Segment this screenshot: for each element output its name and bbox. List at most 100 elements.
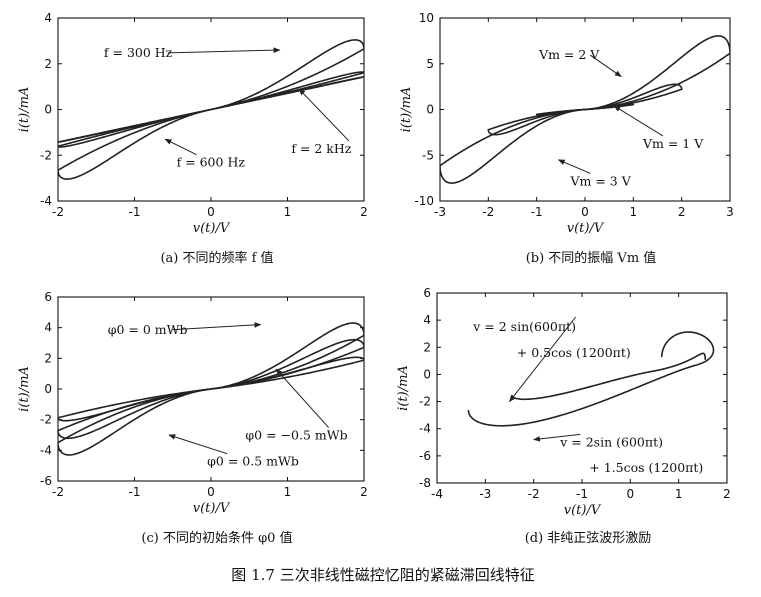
x-tick-label: -2: [52, 205, 64, 219]
annotation-label: v = 2 sin(600πt): [472, 319, 576, 334]
annotation-arrow: [167, 47, 281, 54]
y-tick-label: -10: [414, 194, 434, 208]
y-tick-label: -2: [419, 395, 431, 409]
annotation-label: + 1.5cos (1200πt): [589, 460, 703, 475]
x-axis-label: v(t)/V: [193, 221, 231, 236]
annotation-arrow: [275, 368, 329, 428]
annotation-label: f = 2 kHz: [291, 141, 351, 156]
x-tick-label: 3: [726, 205, 734, 219]
annotation-arrow: [557, 159, 591, 174]
y-tick-label: 0: [426, 103, 434, 117]
x-tick-label: -3: [434, 205, 446, 219]
y-tick-label: 2: [44, 57, 52, 71]
x-tick-label: 0: [207, 205, 215, 219]
x-tick-label: -1: [129, 205, 141, 219]
series-line-2: [58, 356, 364, 422]
annotation-label: + 0.5cos (1200πt): [517, 345, 631, 360]
panel-caption: (c) 不同的初始条件 φ0 值: [141, 530, 292, 546]
series-group: [440, 35, 730, 184]
x-tick-label: 0: [627, 487, 635, 501]
x-tick-label: 2: [360, 485, 368, 499]
y-axis-label: i(t)/mA: [396, 365, 411, 411]
y-tick-label: -6: [40, 474, 52, 488]
x-axis-label: v(t)/V: [193, 501, 231, 516]
y-tick-label: 2: [423, 340, 431, 354]
annotation-label: Vm = 3 V: [570, 173, 632, 188]
annotation-label: φ0 = 0.5 mWb: [207, 454, 299, 469]
x-tick-label: -1: [129, 485, 141, 499]
y-axis-label: i(t)/mA: [17, 366, 32, 412]
annotation-label: Vm = 2 V: [538, 47, 600, 62]
annotation-label: Vm = 1 V: [642, 136, 704, 151]
y-tick-label: 2: [44, 351, 52, 365]
annotation-arrow: [532, 433, 581, 442]
y-tick-label: -6: [419, 449, 431, 463]
x-tick-label: -4: [431, 487, 443, 501]
series-group: [467, 331, 715, 427]
y-tick-label: -8: [419, 476, 431, 490]
annotation-arrow: [171, 322, 262, 331]
annotation-arrow: [589, 54, 622, 77]
chart-panel-c: -2 -1 0 1 2 -6 -4 -2 0 2 4 6 v(t)/V i(t)/mA φ0 = 0 mWb…: [17, 290, 368, 546]
y-tick-label: 4: [423, 313, 431, 327]
x-tick-label: 0: [207, 485, 215, 499]
x-tick-label: -2: [482, 205, 494, 219]
y-tick-label: 0: [44, 382, 52, 396]
y-tick-label: 5: [426, 57, 434, 71]
annotation-arrow: [613, 105, 664, 137]
annotation-label: f = 600 Hz: [177, 155, 246, 170]
series-group: [58, 322, 364, 456]
y-tick-label: -4: [419, 422, 431, 436]
y-tick-label: -4: [40, 443, 52, 457]
series-line-1: [511, 352, 707, 401]
figure-title: 图 1.7 三次非线性磁控忆阻的紧磁滞回线特征: [231, 566, 534, 584]
chart-panel-d: -4 -3 -2 -1 0 1 2 -8 -6 -4 -2 0 2 4 6 v(t)/V i(t)/mA v = …: [396, 286, 731, 546]
annotation-arrow: [168, 434, 228, 455]
annotation-label: φ0 = −0.5 mWb: [245, 428, 347, 443]
panel-caption: (d) 非纯正弦波形激励: [525, 530, 652, 546]
annotation-arrow: [509, 316, 577, 403]
annotation-arrow: [298, 88, 350, 142]
y-axis-label: i(t)/mA: [399, 87, 414, 133]
y-tick-label: 0: [44, 103, 52, 117]
x-tick-label: -3: [479, 487, 491, 501]
y-tick-label: -5: [422, 148, 434, 162]
y-tick-label: 6: [423, 286, 431, 300]
x-tick-label: -2: [528, 487, 540, 501]
x-tick-label: 2: [360, 205, 368, 219]
panel-caption: (a) 不同的频率 f 值: [160, 250, 273, 266]
y-tick-label: 4: [44, 11, 52, 25]
x-tick-label: 1: [284, 485, 292, 499]
y-tick-label: -4: [40, 194, 52, 208]
x-axis-label: v(t)/V: [567, 221, 605, 236]
annotation-label: f = 300 Hz: [104, 45, 173, 60]
y-axis-label: i(t)/mA: [17, 87, 32, 133]
x-tick-label: 1: [630, 205, 638, 219]
annotation-label: v = 2sin (600πt): [559, 434, 663, 449]
y-tick-label: -2: [40, 148, 52, 162]
x-tick-label: -2: [52, 485, 64, 499]
y-tick-label: 0: [423, 367, 431, 381]
x-tick-label: -1: [531, 205, 543, 219]
annotation-arrow: [164, 138, 197, 156]
y-tick-label: 6: [44, 290, 52, 304]
y-tick-label: 10: [419, 11, 434, 25]
y-tick-label: -2: [40, 413, 52, 427]
series-group: [58, 39, 364, 180]
series-line-2: [58, 76, 364, 143]
panel-caption: (b) 不同的振幅 Vm 值: [526, 250, 657, 266]
y-tick-label: 4: [44, 321, 52, 335]
series-line-0: [467, 331, 715, 427]
x-tick-label: 2: [723, 487, 731, 501]
annotation-label: φ0 = 0 mWb: [108, 322, 188, 337]
series-line-2: [535, 103, 635, 116]
x-tick-label: 0: [581, 205, 589, 219]
x-axis-label: v(t)/V: [564, 503, 602, 518]
x-tick-label: 1: [284, 205, 292, 219]
x-tick-label: 2: [678, 205, 686, 219]
x-tick-label: -1: [576, 487, 588, 501]
x-tick-label: 1: [675, 487, 683, 501]
